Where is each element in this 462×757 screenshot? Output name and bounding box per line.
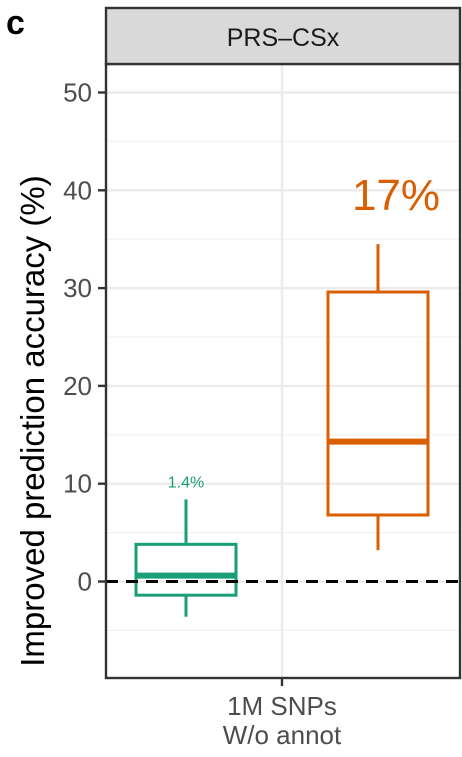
frame-layer — [98, 6, 462, 686]
box-2 — [326, 244, 430, 551]
panel-letter: c — [6, 4, 25, 42]
x-tick-label: 1M SNPs — [227, 691, 337, 721]
box-1 — [134, 499, 238, 617]
y-tick-label: 50 — [63, 78, 92, 108]
box-label-2: 17% — [352, 171, 440, 220]
box-label-1: 1.4% — [168, 475, 204, 492]
y-tick-label: 40 — [63, 175, 92, 205]
box-layer — [106, 244, 460, 617]
y-axis-title: Improved prediction accuracy (%) — [14, 175, 51, 667]
facet-label: PRS–CSx — [227, 24, 340, 52]
grid-layer — [106, 64, 460, 678]
box-body — [326, 290, 430, 517]
facet-strip — [104, 6, 462, 66]
y-tick-label: 0 — [78, 567, 92, 597]
x-tick-label: W/o annot — [223, 720, 342, 750]
box-body — [134, 542, 238, 597]
y-tick-label: 30 — [63, 273, 92, 303]
y-tick-label: 20 — [63, 371, 92, 401]
y-tick-label: 10 — [63, 469, 92, 499]
